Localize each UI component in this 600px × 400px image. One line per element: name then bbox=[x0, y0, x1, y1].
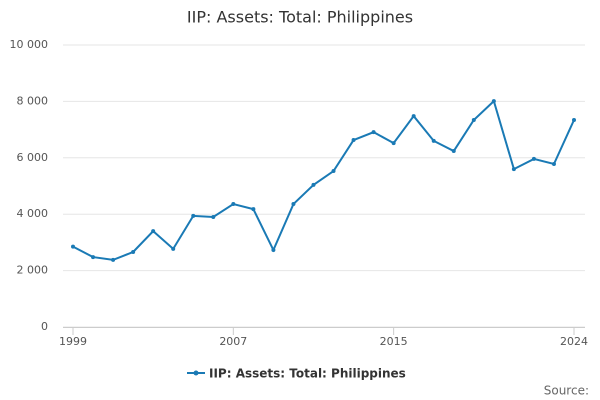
point bbox=[471, 118, 476, 123]
y-tick-label: 4 000 bbox=[17, 207, 49, 220]
x-tick-label: 2024 bbox=[560, 335, 588, 348]
point bbox=[151, 229, 156, 234]
y-tick-label: 6 000 bbox=[17, 151, 49, 164]
point bbox=[111, 257, 116, 262]
point bbox=[551, 162, 556, 167]
point bbox=[251, 207, 256, 212]
chart-title: IIP: Assets: Total: Philippines bbox=[187, 8, 413, 27]
point bbox=[191, 213, 196, 218]
line bbox=[72, 99, 575, 261]
x-tick-label: 1999 bbox=[59, 335, 87, 348]
point bbox=[71, 244, 75, 249]
legend-label: IIP: Assets: Total: Philippines bbox=[209, 367, 406, 381]
point bbox=[531, 156, 536, 161]
y-tick-label: 10 000 bbox=[10, 38, 49, 51]
source: Source: bbox=[544, 384, 589, 398]
point bbox=[311, 182, 316, 187]
y-tick-label: 2 000 bbox=[17, 264, 49, 277]
point bbox=[431, 138, 436, 143]
point bbox=[351, 138, 356, 143]
x-tick-label: 2007 bbox=[219, 335, 247, 348]
point bbox=[572, 118, 576, 123]
y-tick-label: 8 000 bbox=[17, 94, 49, 107]
point bbox=[371, 130, 376, 135]
legend-marker bbox=[193, 370, 199, 376]
point bbox=[131, 249, 136, 254]
point bbox=[451, 149, 456, 154]
point bbox=[291, 202, 296, 207]
point bbox=[411, 114, 416, 119]
point bbox=[331, 169, 336, 174]
point bbox=[491, 99, 496, 104]
point bbox=[171, 246, 176, 251]
point bbox=[211, 215, 216, 220]
point bbox=[231, 202, 236, 207]
point bbox=[91, 255, 96, 260]
point bbox=[511, 167, 516, 172]
point bbox=[391, 141, 396, 146]
y-tick-label: 0 bbox=[41, 320, 48, 333]
point bbox=[271, 248, 276, 253]
x-tick-label: 2015 bbox=[380, 335, 408, 348]
